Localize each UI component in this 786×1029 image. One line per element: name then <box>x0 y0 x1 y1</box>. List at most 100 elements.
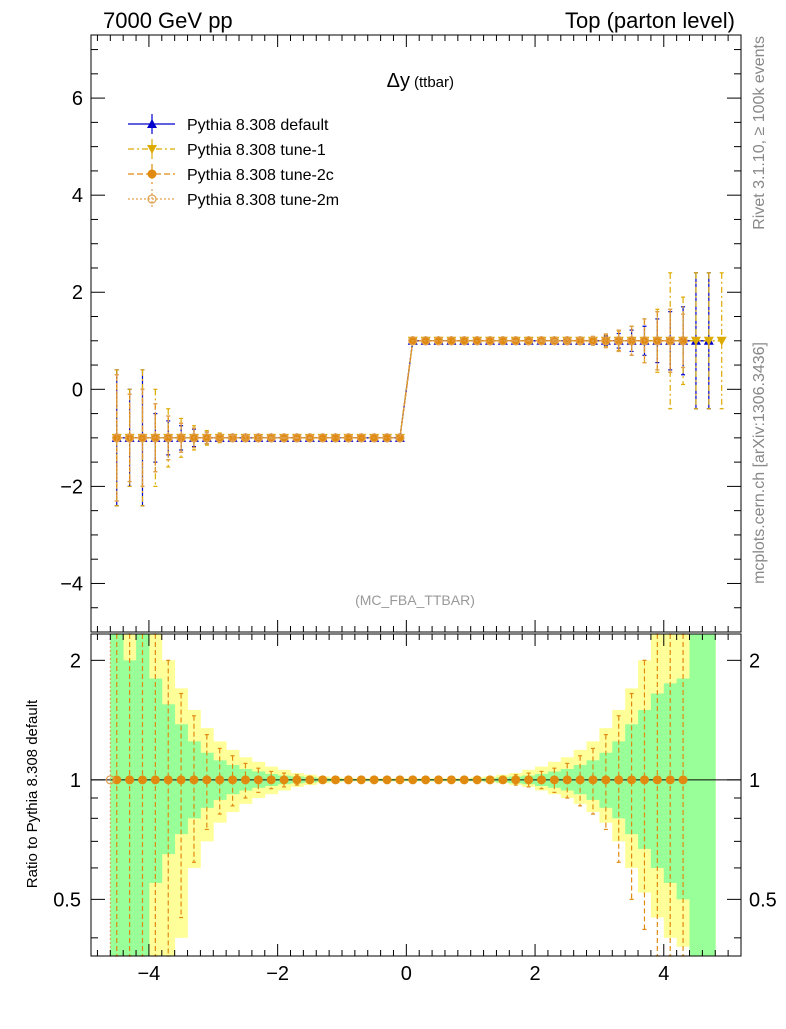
main-ytick-label: 2 <box>72 282 83 304</box>
ratio-point <box>627 775 637 785</box>
data-point <box>498 336 508 346</box>
ratio-point <box>189 775 199 785</box>
data-point <box>652 336 662 346</box>
main-frame <box>90 34 742 633</box>
data-point <box>292 433 302 443</box>
ratio-ytick-label: 2 <box>70 650 81 672</box>
data-point <box>189 433 199 443</box>
legend-label: Pythia 8.308 tune-1 <box>187 142 326 159</box>
main-ytick-label: 6 <box>72 88 83 110</box>
ratio-point <box>652 775 662 785</box>
ratio-point <box>240 775 250 785</box>
data-point <box>601 336 611 346</box>
data-point <box>215 433 225 443</box>
series-line <box>116 340 684 439</box>
ratio-point <box>318 775 328 785</box>
ratio-point <box>292 775 302 785</box>
main-plot: −4 −2 0 2 4 6 <box>60 34 742 633</box>
data-point <box>485 336 495 346</box>
data-point <box>150 433 160 443</box>
ratio-point <box>498 775 508 785</box>
legend-label: Pythia 8.308 default <box>187 117 329 134</box>
ratio-point <box>446 775 456 785</box>
ratio-xtick-label: 0 <box>401 963 412 985</box>
data-point <box>678 336 688 346</box>
data-point <box>459 336 469 346</box>
data-point <box>176 433 186 443</box>
data-point <box>330 433 341 443</box>
main-ytick-label: 0 <box>72 379 83 401</box>
data-point <box>382 433 392 443</box>
ratio-open-point <box>105 775 115 785</box>
plot-watermark: (MC_FBA_TTBAR) <box>355 592 475 608</box>
data-point <box>215 433 225 443</box>
data-point <box>703 336 714 346</box>
data-point <box>446 336 456 346</box>
data-point <box>147 194 157 204</box>
data-point <box>408 336 418 346</box>
data-point <box>343 433 353 443</box>
ratio-point <box>459 775 469 785</box>
ratio-ytick-label-right: 2 <box>749 650 760 672</box>
legend-item: Pythia 8.308 default <box>128 114 329 134</box>
legend-item: Pythia 8.308 tune-2c <box>128 164 334 184</box>
data-point <box>614 336 624 346</box>
ratio-point <box>356 775 366 785</box>
data-point <box>382 433 392 443</box>
ratio-xtick-label: 4 <box>658 963 669 985</box>
data-point <box>485 336 495 346</box>
data-point <box>498 336 508 346</box>
data-point <box>112 433 122 443</box>
data-point <box>163 433 173 443</box>
ratio-point <box>369 775 379 785</box>
ratio-point <box>395 775 405 785</box>
series-2 <box>112 308 688 502</box>
ratio-point <box>343 775 353 785</box>
band-bin <box>123 660 137 956</box>
ratio-point <box>163 775 173 785</box>
ratio-point <box>601 775 611 785</box>
ratio-point <box>253 775 263 785</box>
data-point <box>626 336 637 346</box>
ratio-point <box>382 775 392 785</box>
ratio-point <box>266 775 276 785</box>
ratio-point <box>279 775 289 785</box>
ratio-point <box>472 775 482 785</box>
ratio-point <box>215 775 225 785</box>
data-point <box>665 336 675 346</box>
data-point <box>331 433 341 443</box>
ratio-point <box>614 775 624 785</box>
ratio-point <box>575 775 585 785</box>
data-point <box>433 336 444 346</box>
series-3 <box>112 308 688 502</box>
data-point <box>369 433 379 443</box>
data-point <box>227 433 238 443</box>
data-point <box>318 433 328 443</box>
legend-label: Pythia 8.308 tune-2m <box>187 192 339 209</box>
ratio-point <box>562 775 572 785</box>
ratio-point <box>112 775 122 785</box>
ratio-point <box>485 775 495 785</box>
series-0 <box>111 272 714 507</box>
ratio-ylabel: Ratio to Pythia 8.308 default <box>24 699 41 888</box>
mcplots-label: mcplots.cern.ch [arXiv:1306.3436] <box>751 342 768 584</box>
data-point <box>716 336 727 346</box>
data-point <box>614 336 624 346</box>
data-point <box>240 433 251 443</box>
data-point <box>536 336 547 346</box>
ratio-point <box>511 775 521 785</box>
data-point <box>665 336 675 346</box>
ratio-xtick-label: 2 <box>529 963 540 985</box>
ratio-point <box>536 775 546 785</box>
data-point <box>472 336 482 346</box>
data-point <box>137 433 148 443</box>
data-point <box>202 433 212 443</box>
data-point <box>434 336 444 346</box>
ratio-ytick-label-right: 0.5 <box>749 889 777 911</box>
rivet-label: Rivet 3.1.10, ≥ 100k events <box>751 36 768 230</box>
data-point <box>421 336 431 346</box>
ratio-point <box>678 775 688 785</box>
band-bin <box>702 634 716 956</box>
data-point <box>511 336 521 346</box>
